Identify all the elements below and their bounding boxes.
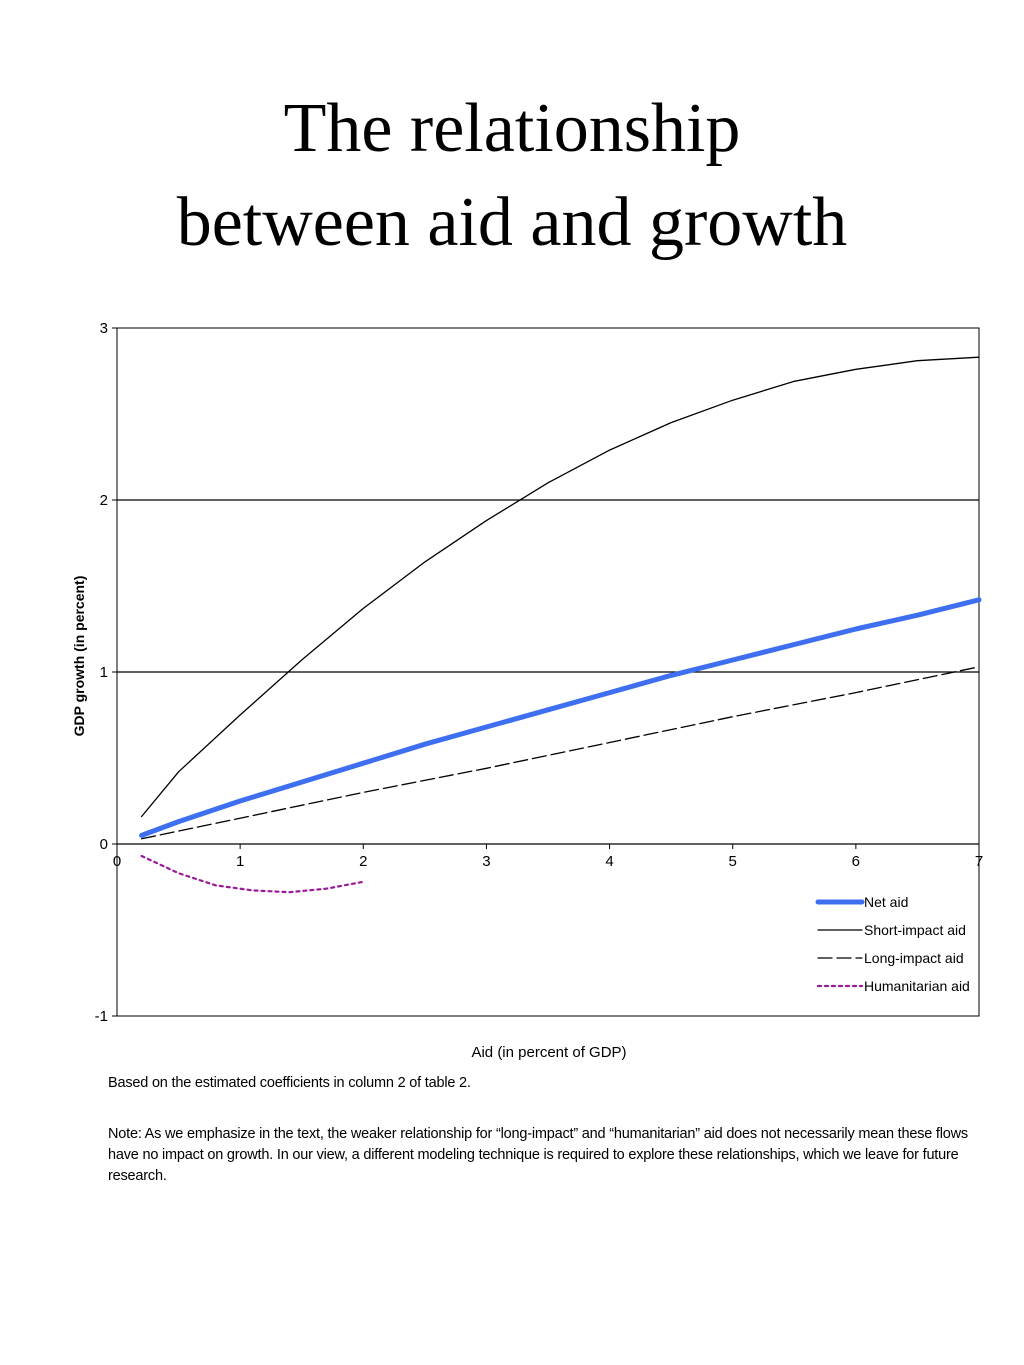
axis-layer: 0 1 2 3 4 5 6 7 -1 0 1 2 3 bbox=[95, 320, 984, 1025]
slide-title-line-2: between aid and growth bbox=[176, 184, 848, 261]
legend-label-short-impact-aid: Short-impact aid bbox=[864, 922, 966, 938]
legend-label-long-impact-aid: Long-impact aid bbox=[864, 950, 964, 966]
y-tick-label-0: 0 bbox=[100, 836, 108, 853]
x-tick-label-7: 7 bbox=[975, 853, 983, 870]
series-layer bbox=[139, 356, 982, 894]
y-tick-label-2: 2 bbox=[100, 492, 108, 509]
x-tick-label-2: 2 bbox=[359, 853, 367, 870]
x-axis-title: Aid (in percent of GDP) bbox=[471, 1044, 626, 1060]
y-tick-label-1: 1 bbox=[100, 664, 108, 681]
y-axis-title: GDP growth (in percent) bbox=[71, 576, 87, 737]
series-line-humanitarian-aid bbox=[140, 854, 365, 894]
y-tick-label--1: -1 bbox=[95, 1008, 108, 1025]
x-tick-label-0: 0 bbox=[113, 853, 121, 870]
line-chart: 0 1 2 3 4 5 6 7 -1 0 1 2 3 Net aid Short-impact aid Lo… bbox=[71, 320, 984, 1060]
grid-layer bbox=[117, 499, 979, 673]
x-tick-label-6: 6 bbox=[852, 853, 860, 870]
x-tick-label-4: 4 bbox=[605, 853, 613, 870]
y-tick-label-3: 3 bbox=[100, 320, 108, 337]
x-tick-label-3: 3 bbox=[482, 853, 490, 870]
slide-title: The relationship between aid and growth bbox=[0, 82, 1024, 270]
x-tick-label-1: 1 bbox=[236, 853, 244, 870]
source-note: Based on the estimated coefficients in c… bbox=[108, 1075, 471, 1091]
series-line-long-impact-aid bbox=[140, 666, 980, 840]
footnote: Note: As we emphasize in the text, the w… bbox=[108, 1126, 968, 1184]
legend-label-net-aid: Net aid bbox=[864, 894, 908, 910]
legend-label-humanitarian-aid: Humanitarian aid bbox=[864, 978, 970, 994]
series-line-short-impact-aid bbox=[140, 356, 980, 818]
x-tick-label-5: 5 bbox=[729, 853, 737, 870]
slide-title-line-1: The relationship bbox=[283, 90, 741, 167]
legend: Net aid Short-impact aid Long-impact aid Hu… bbox=[815, 894, 970, 994]
series-line-net-aid bbox=[139, 597, 982, 838]
